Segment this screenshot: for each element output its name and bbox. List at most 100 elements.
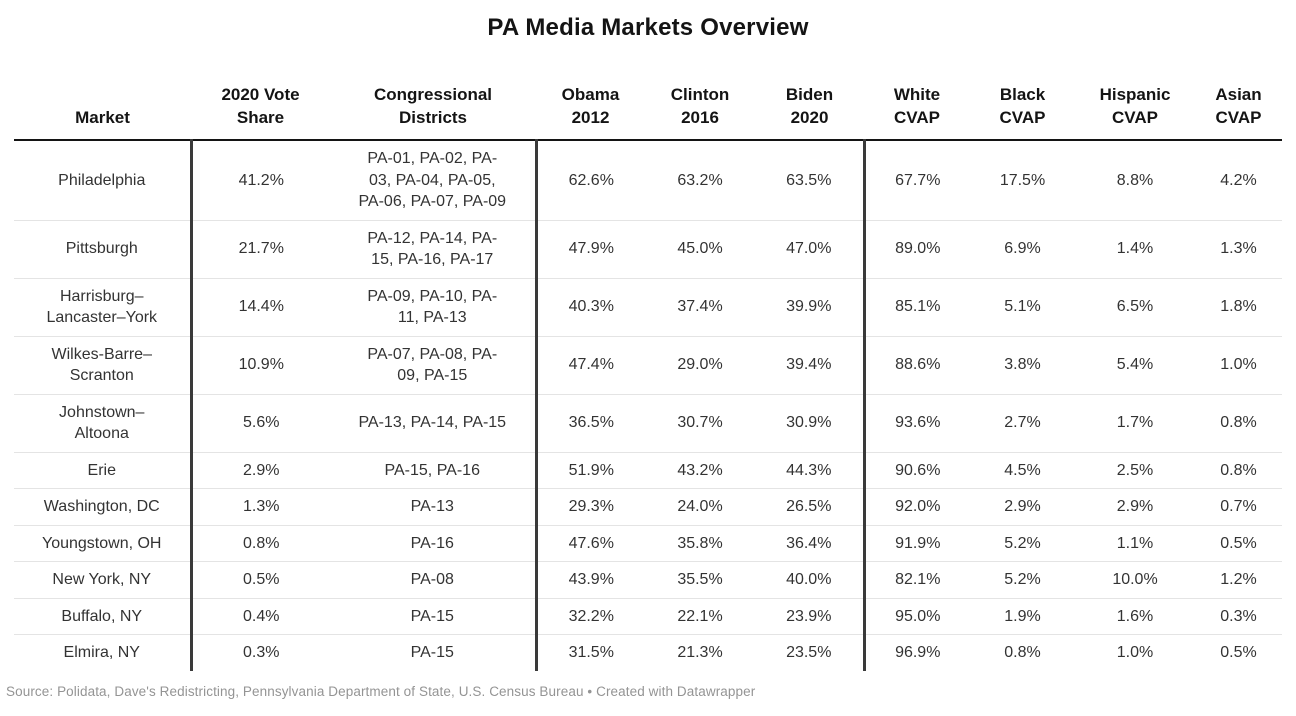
table-cell: 23.5% [755, 634, 866, 671]
table-cell: 23.9% [755, 598, 866, 635]
column-header-biden-2020: Biden 2020 [755, 77, 864, 141]
market-cell: Harrisburg– Lancaster–York [14, 278, 193, 337]
market-cell: New York, NY [14, 561, 193, 599]
table-cell: 26.5% [755, 488, 866, 526]
table-cell: 0.8% [1195, 452, 1282, 489]
table-cell: PA-08 [330, 561, 538, 599]
market-cell: Elmira, NY [14, 634, 193, 671]
table-cell: PA-15 [330, 634, 538, 671]
market-cell: Wilkes-Barre– Scranton [14, 336, 193, 395]
table-cell: 35.8% [645, 525, 755, 562]
table-body: Philadelphia 41.2% PA-01, PA-02, PA- 03, P… [14, 140, 1282, 671]
table-cell: 21.3% [677, 644, 723, 661]
table-cell: 1.1% [1075, 525, 1195, 562]
market-cell: Johnstown– Altoona [14, 394, 193, 453]
table-cell: 63.2% [645, 140, 755, 221]
table-row: Youngstown, OH 0.8% PA-16 47.6% 35.8% 36.4% 91… [14, 525, 1282, 562]
table-cell: 1.3% [1195, 220, 1282, 279]
table-cell: 47.9% [536, 220, 645, 279]
table-cell: 0.5% [1195, 525, 1282, 562]
media-markets-table: Market 2020 Vote Share Congressional Dis… [14, 77, 1282, 671]
table-cell: PA-07, PA-08, PA- 09, PA-15 [330, 336, 538, 395]
table-cell: 93.6% [864, 394, 970, 453]
table-cell: 30.7% [645, 394, 755, 453]
column-header-obama-2012: Obama 2012 [536, 77, 645, 141]
table-cell: 32.2% [536, 598, 645, 635]
table-cell: 1.9% [970, 598, 1075, 635]
table-cell: 40.3% [536, 278, 645, 337]
table-cell: PA-13, PA-14, PA-15 [330, 394, 538, 453]
table-row: Harrisburg– Lancaster–York 14.4% PA-09, PA… [14, 278, 1282, 337]
table-cell: 0.3% [243, 644, 280, 661]
table-cell: 47.6% [536, 525, 645, 562]
table-row: New York, NY 0.5% PA-08 43.9% 35.5% 40.0% 82.1… [14, 561, 1282, 599]
table-cell: 2.5% [1075, 452, 1195, 489]
column-header-congressional-districts: Congressional Districts [330, 77, 536, 141]
table-cell: 67.7% [864, 140, 970, 221]
table-header-row: Market 2020 Vote Share Congressional Dis… [14, 77, 1282, 141]
table-cell: 1.4% [1075, 220, 1195, 279]
table-cell: 14.4% [191, 278, 330, 337]
table-cell: 36.5% [536, 394, 645, 453]
table-cell: PA-09, PA-10, PA- 11, PA-13 [330, 278, 538, 337]
table-cell: 4.2% [1195, 140, 1282, 221]
column-header-asian-cvap: Asian CVAP [1195, 77, 1282, 141]
table-cell: 21.7% [191, 220, 330, 279]
page-title: PA Media Markets Overview [487, 14, 809, 41]
table-cell: 0.5% [191, 561, 330, 599]
table-cell: 82.1% [864, 561, 970, 599]
table-cell: 29.0% [645, 336, 755, 395]
table-row: Pittsburgh 21.7% PA-12, PA-14, PA- 15, PA-… [14, 220, 1282, 279]
table-cell: PA-12, PA-14, PA- 15, PA-16, PA-17 [330, 220, 538, 279]
table-cell: 1.6% [1075, 598, 1195, 635]
table-cell: 4.5% [970, 452, 1075, 489]
table-cell: 0.8% [191, 525, 330, 562]
table-cell: 8.8% [1075, 140, 1195, 221]
table-cell: 90.6% [864, 452, 970, 489]
table-cell: 39.4% [755, 336, 866, 395]
table-row: Elmira, NY 0.3% PA-15 31.5% 21.3% 23.5% 96.9% 0… [14, 634, 1282, 671]
table-cell: 35.5% [645, 561, 755, 599]
market-cell: Washington, DC [14, 488, 193, 526]
table-cell: 0.5% [1220, 644, 1257, 661]
table-cell: 0.7% [1195, 488, 1282, 526]
table-row: Buffalo, NY 0.4% PA-15 32.2% 22.1% 23.9% 95.0%… [14, 598, 1282, 635]
table-cell: 2.7% [970, 394, 1075, 453]
column-header-hispanic-cvap: Hispanic CVAP [1075, 77, 1195, 141]
table-row: Johnstown– Altoona 5.6% PA-13, PA-14, PA-1… [14, 394, 1282, 453]
table-cell: 1.0% [1195, 336, 1282, 395]
table-cell: 1.0% [1116, 644, 1154, 661]
table-cell: 92.0% [864, 488, 970, 526]
table-cell: 0.8% [1195, 394, 1282, 453]
table-cell: 17.5% [970, 140, 1075, 221]
table-cell: 47.0% [755, 220, 866, 279]
table-cell: 10.0% [1075, 561, 1195, 599]
table-cell: 5.1% [970, 278, 1075, 337]
table-cell: PA-16 [330, 525, 538, 562]
column-header-black-cvap: Black CVAP [970, 77, 1075, 141]
table-cell: 43.2% [645, 452, 755, 489]
table-cell: PA-15 [330, 598, 538, 635]
column-header-clinton-2016: Clinton 2016 [645, 77, 755, 141]
market-cell: Pittsburgh [14, 220, 193, 279]
table-cell: PA-01, PA-02, PA- 03, PA-04, PA-05, PA-0… [330, 140, 538, 221]
table-cell: 63.5% [755, 140, 866, 221]
table-cell: 85.1% [864, 278, 970, 337]
column-header-vote-share: 2020 Vote Share [191, 77, 330, 141]
table-cell: 5.2% [970, 561, 1075, 599]
source-attribution: Source: Polidata, Dave's Redistricting, … [6, 684, 756, 699]
table-row: Wilkes-Barre– Scranton 10.9% PA-07, PA-08,… [14, 336, 1282, 395]
table-cell: 96.9% [895, 644, 941, 661]
table-cell: 22.1% [645, 598, 755, 635]
table-cell: 5.4% [1075, 336, 1195, 395]
table-cell: 62.6% [536, 140, 645, 221]
table-cell: 1.7% [1075, 394, 1195, 453]
market-cell: Philadelphia [14, 140, 193, 221]
table-cell: 6.9% [970, 220, 1075, 279]
table-cell: 45.0% [645, 220, 755, 279]
table-cell: 44.3% [755, 452, 866, 489]
table-cell: 88.6% [864, 336, 970, 395]
table-cell: 31.5% [568, 644, 614, 661]
table-cell: 43.9% [536, 561, 645, 599]
market-cell: Erie [14, 452, 193, 489]
